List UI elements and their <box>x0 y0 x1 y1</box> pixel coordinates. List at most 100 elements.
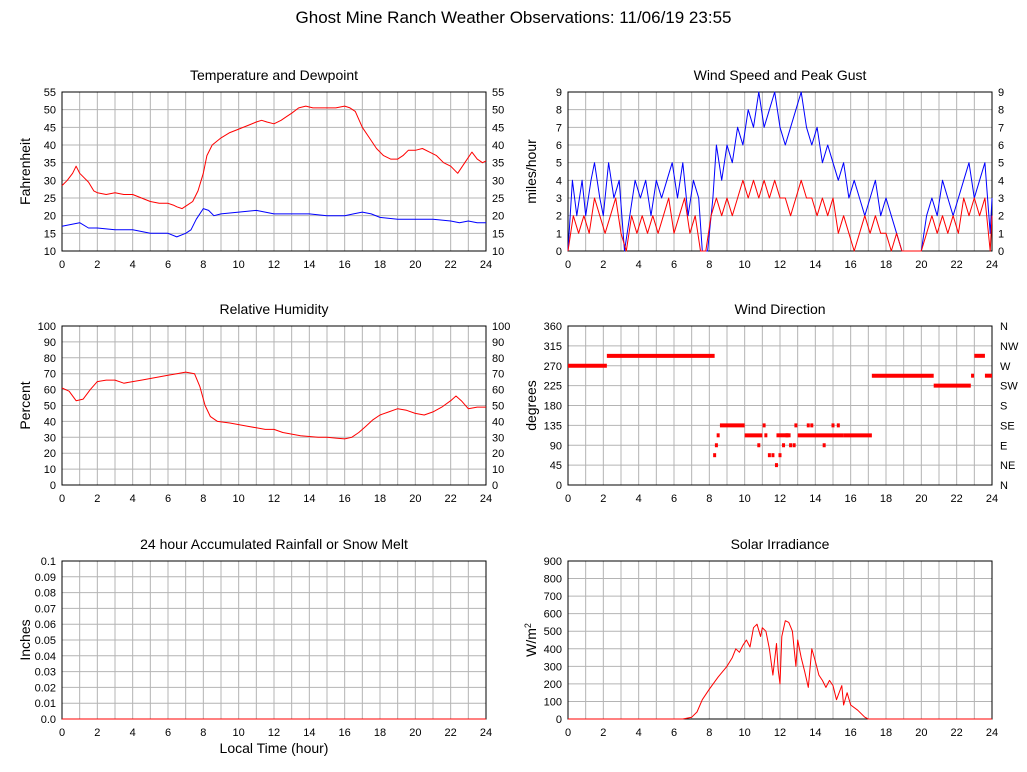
direction-point <box>792 443 796 448</box>
x-tick-label: 0 <box>59 493 65 505</box>
direction-point <box>806 423 810 428</box>
plot-frame <box>567 325 993 486</box>
chart-title: 24 hour Accumulated Rainfall or Snow Mel… <box>140 536 408 552</box>
y-tick-label: 45 <box>550 460 562 472</box>
direction-point <box>762 423 766 428</box>
y-tick-label-right: 0 <box>998 246 1004 258</box>
compass-tick-label: NW <box>1000 341 1019 353</box>
x-tick-label: 8 <box>706 727 712 739</box>
y-tick-label: 0.0 <box>41 714 56 726</box>
y-tick-label: 0.1 <box>41 556 56 568</box>
x-tick-label: 22 <box>445 493 457 505</box>
x-tick-label: 22 <box>951 259 963 271</box>
x-tick-label: 22 <box>445 727 457 739</box>
x-tick-label: 2 <box>94 727 100 739</box>
x-tick-label: 2 <box>600 259 606 271</box>
chart-rain: 24 hour Accumulated Rainfall or Snow Mel… <box>17 536 492 756</box>
compass-tick-label: N <box>1000 480 1008 492</box>
y-tick-label: 0.05 <box>35 635 56 647</box>
x-tick-label: 6 <box>165 727 171 739</box>
y-tick-label: 315 <box>544 341 562 353</box>
y-axis-label: Percent <box>17 381 33 429</box>
y-tick-label: 100 <box>544 696 562 708</box>
x-tick-label: 14 <box>303 493 315 505</box>
y-tick-label: 700 <box>544 591 562 603</box>
y-tick-label: 0.07 <box>35 603 56 615</box>
x-tick-label: 4 <box>130 259 136 271</box>
x-tick-label: 14 <box>303 727 315 739</box>
direction-point <box>794 423 798 428</box>
x-tick-label: 10 <box>233 727 245 739</box>
y-tick-label: 2 <box>556 211 562 223</box>
y-tick-label-right: 45 <box>492 122 504 134</box>
x-tick-label: 18 <box>374 727 386 739</box>
x-tick-label: 6 <box>165 493 171 505</box>
y-tick-label: 40 <box>44 140 56 152</box>
direction-point <box>757 443 761 448</box>
y-tick-label: 500 <box>544 626 562 638</box>
plot-frame <box>567 560 993 720</box>
y-tick-label-right: 40 <box>492 416 504 428</box>
y-tick-label: 5 <box>556 158 562 170</box>
y-tick-label: 9 <box>556 87 562 99</box>
compass-tick-label: E <box>1000 440 1007 452</box>
plot-frame <box>61 91 487 252</box>
y-tick-label: 400 <box>544 644 562 656</box>
chart-title: Solar Irradiance <box>731 536 830 552</box>
y-tick-label-right: 5 <box>998 158 1004 170</box>
x-tick-label: 16 <box>339 259 351 271</box>
series-line-1 <box>61 208 486 238</box>
y-tick-label: 1 <box>556 228 562 240</box>
y-tick-label: 200 <box>544 679 562 691</box>
y-axis-label: Inches <box>17 619 33 660</box>
x-tick-label: 8 <box>706 493 712 505</box>
x-tick-label: 20 <box>915 259 927 271</box>
y-axis-label: Fahrenheit <box>17 138 33 205</box>
y-tick-label-right: 60 <box>492 385 504 397</box>
x-tick-label: 20 <box>915 493 927 505</box>
y-tick-label-right: 0 <box>492 480 498 492</box>
y-tick-label-right: 9 <box>998 87 1004 99</box>
y-tick-label: 0 <box>556 480 562 492</box>
y-tick-label: 40 <box>44 416 56 428</box>
y-tick-label: 55 <box>44 87 56 99</box>
y-tick-label-right: 10 <box>492 246 504 258</box>
x-tick-label: 16 <box>845 259 857 271</box>
x-tick-label: 10 <box>739 259 751 271</box>
y-tick-label: 270 <box>544 361 562 373</box>
y-tick-label-right: 30 <box>492 432 504 444</box>
x-tick-label: 14 <box>303 259 315 271</box>
chart-title: Temperature and Dewpoint <box>190 67 358 83</box>
x-tick-label: 2 <box>600 727 606 739</box>
y-tick-label-right: 6 <box>998 140 1004 152</box>
x-tick-label: 2 <box>94 259 100 271</box>
series-line-0 <box>567 91 993 252</box>
series-line-0 <box>568 620 992 720</box>
x-tick-label: 10 <box>233 493 245 505</box>
y-tick-label-right: 3 <box>998 193 1004 205</box>
y-tick-label-right: 50 <box>492 105 504 117</box>
compass-tick-label: N <box>1000 321 1008 333</box>
y-tick-label-right: 2 <box>998 211 1004 223</box>
y-tick-label-right: 40 <box>492 140 504 152</box>
y-tick-label: 20 <box>44 448 56 460</box>
direction-point <box>771 453 775 458</box>
direction-point <box>971 373 975 378</box>
chart-title: Wind Direction <box>734 301 825 317</box>
x-tick-label: 20 <box>409 493 421 505</box>
x-tick-label: 4 <box>130 493 136 505</box>
x-tick-label: 6 <box>671 727 677 739</box>
y-tick-label-right: 100 <box>492 321 510 333</box>
compass-tick-label: W <box>1000 361 1011 373</box>
x-tick-label: 8 <box>706 259 712 271</box>
y-tick-label: 45 <box>44 122 56 134</box>
y-tick-label: 0 <box>556 714 562 726</box>
y-tick-label: 30 <box>44 175 56 187</box>
y-tick-label: 100 <box>38 321 56 333</box>
compass-tick-label: S <box>1000 401 1007 413</box>
y-tick-label: 0.09 <box>35 572 56 584</box>
x-tick-label: 10 <box>233 259 245 271</box>
y-tick-label: 0.03 <box>35 667 56 679</box>
